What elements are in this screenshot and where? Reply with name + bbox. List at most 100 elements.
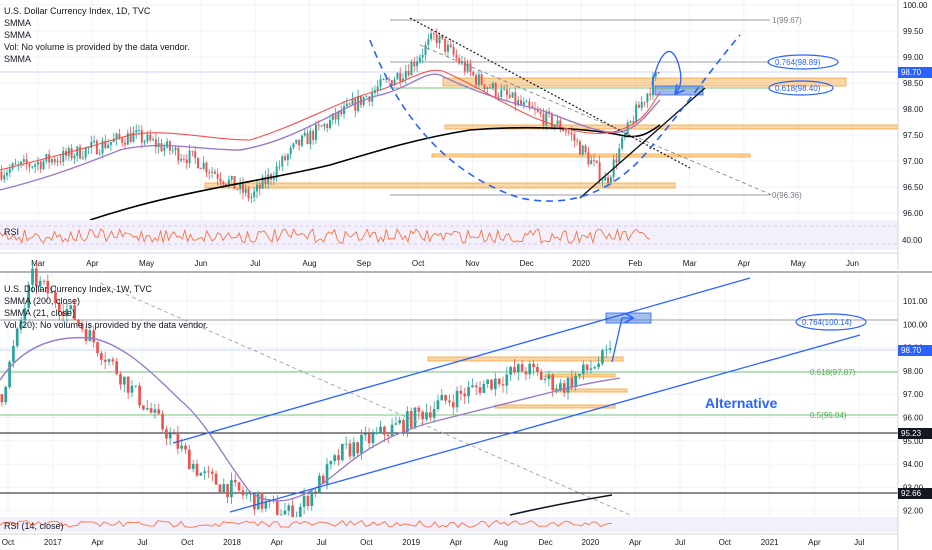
candle-body	[584, 145, 587, 153]
candle-body	[250, 197, 253, 199]
candle-body	[184, 445, 187, 450]
candle-body	[604, 349, 608, 351]
candle-body	[598, 162, 601, 181]
candle-body	[279, 514, 283, 516]
top-rsi-label: RSI	[4, 227, 19, 237]
candle-body	[337, 455, 340, 461]
candle-body	[553, 124, 556, 127]
top-xaxis[interactable]: Mar Apr May Jun Jul Aug Sep Oct Nov Dec 2020 Feb Mar…	[31, 259, 859, 268]
top-yaxis[interactable]: 100.00 99.50 99.00 98.50 98.00 97.50 97.00 96.5…	[903, 1, 928, 218]
candle-body	[237, 482, 241, 491]
candle-body	[70, 148, 73, 159]
candle-body	[393, 79, 396, 86]
fib-circle-764-bottom	[795, 313, 867, 331]
candle-body	[489, 87, 492, 89]
candle-body	[255, 184, 258, 192]
candle-body	[191, 150, 194, 152]
candle-body	[646, 93, 649, 103]
candle-body	[505, 374, 509, 386]
candle-body	[138, 385, 141, 406]
candle-body	[562, 129, 565, 131]
candle-body	[517, 100, 520, 106]
candle-body	[539, 111, 542, 115]
candle-body	[19, 320, 23, 329]
candle-body	[337, 111, 340, 120]
candle-body	[329, 119, 331, 128]
candle-body	[550, 113, 553, 127]
candle-body	[152, 139, 155, 141]
candle-body	[23, 308, 27, 321]
ytick-label: 99.50	[903, 27, 924, 36]
candle-body	[25, 159, 28, 165]
xtick-label: Oct	[719, 538, 732, 547]
fib-label-5-bottom: 0.5(96.04)	[810, 411, 847, 420]
bottom-price-tag-2	[898, 428, 932, 439]
candle-body	[36, 161, 39, 165]
candle-body	[180, 158, 183, 161]
candle-body	[53, 159, 56, 163]
candle-body	[6, 172, 9, 176]
bottom-price-tag-1-label: 98.70	[901, 346, 922, 355]
candle-body	[0, 171, 3, 180]
fib-label-1: 1(99.67)	[772, 16, 802, 25]
candle-body	[455, 390, 459, 408]
xtick-label: Oct	[412, 259, 425, 268]
candle-body	[222, 484, 226, 493]
candle-body	[157, 409, 161, 414]
candle-body	[595, 160, 598, 163]
top-panel[interactable]: 1(99.67) 0.764(98.89) 0.618(98.40) 0(96.…	[0, 0, 932, 270]
xtick-label: Oct	[181, 538, 194, 547]
candle-body	[547, 374, 551, 379]
candle-body	[241, 182, 244, 193]
candle-body	[542, 114, 545, 126]
bottom-candles	[0, 260, 612, 530]
candle-body	[256, 492, 260, 510]
candle-body	[42, 161, 45, 170]
candle-body	[359, 96, 362, 105]
bottom-price-tag-3-label: 92.66	[901, 489, 922, 498]
candle-body	[84, 329, 88, 341]
candle-body	[27, 284, 31, 309]
candle-body	[172, 433, 176, 435]
bottom-panel[interactable]: 0.764(100.14) 0.618(97.87) 0.5(96.04) Al…	[0, 260, 932, 550]
candle-body	[497, 96, 500, 98]
candle-body	[432, 33, 435, 35]
candle-body	[126, 133, 129, 145]
candle-body	[440, 395, 444, 401]
ytick-label: 97.00	[903, 157, 924, 166]
candle-body	[145, 408, 149, 410]
candle-body	[115, 133, 118, 139]
candle-body	[202, 162, 205, 169]
top-rsi-line	[0, 227, 651, 245]
candle-body	[3, 175, 6, 180]
xtick-label: 2020	[582, 538, 600, 547]
candle-body	[516, 364, 520, 373]
candle-body	[390, 424, 394, 437]
candle-body	[428, 412, 432, 418]
xtick-label: Oct	[2, 538, 15, 547]
candle-body	[635, 104, 638, 123]
candle-body	[62, 150, 65, 162]
candle-body	[211, 171, 214, 173]
candle-body	[261, 176, 264, 189]
candle-body	[477, 74, 480, 85]
candle-body	[227, 179, 230, 186]
candle-body	[253, 493, 256, 510]
candle-body	[233, 176, 236, 189]
bottom-yaxis[interactable]: 101.00100.0099.0098.0097.0096.0095.0094.…	[903, 297, 928, 516]
bottom-xaxis[interactable]: Oct 2017 Apr Jul Oct 2018 Apr Jul Oct 2019 Apr Aug D…	[2, 538, 865, 547]
zone-bottom-1	[427, 356, 624, 362]
channel-lower	[229, 334, 861, 513]
top-fib-lines	[0, 19, 898, 196]
bottom-legend: U.S. Dollar Currency Index, 1W, TVC SMMA…	[4, 284, 208, 330]
ytick-label: 96.00	[903, 209, 924, 218]
bottom-rsi-line	[0, 519, 613, 529]
candle-body	[416, 61, 419, 67]
candle-body	[84, 147, 87, 158]
top-rsi-tick: 40.00	[902, 236, 923, 245]
candle-body	[387, 79, 390, 81]
candle-body	[253, 191, 256, 198]
candle-body	[471, 385, 474, 388]
candle-body	[410, 62, 413, 76]
